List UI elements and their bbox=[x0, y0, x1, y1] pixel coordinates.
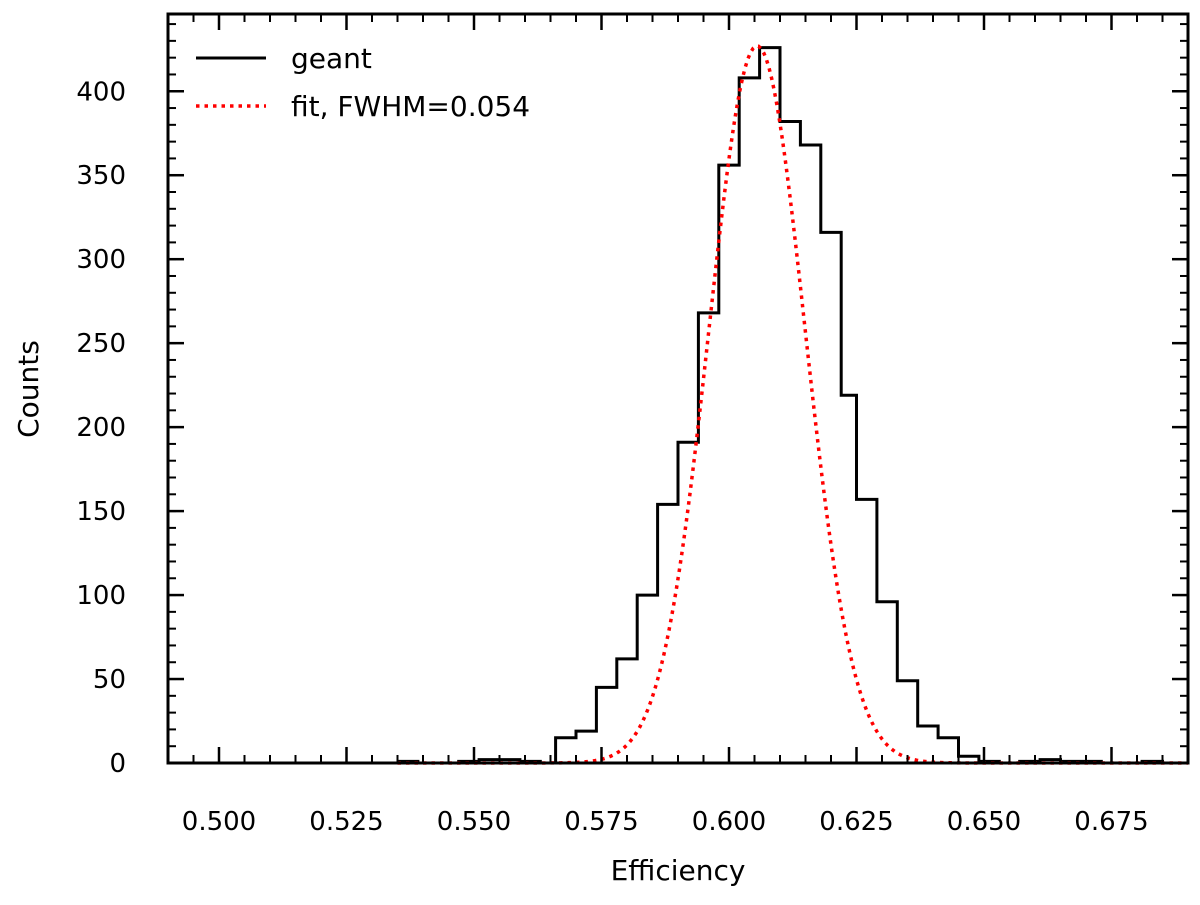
x-axis-label: Efficiency bbox=[611, 854, 746, 887]
x-tick-label: 0.575 bbox=[564, 807, 638, 837]
x-tick-label: 0.650 bbox=[947, 807, 1021, 837]
x-tick-label: 0.500 bbox=[182, 807, 256, 837]
histogram-steps-geant bbox=[397, 46, 1188, 765]
x-tick-label: 0.525 bbox=[309, 807, 383, 837]
legend: geant fit, FWHM=0.054 bbox=[196, 42, 530, 123]
y-tick-label: 350 bbox=[76, 161, 126, 191]
y-tick-label: 250 bbox=[76, 329, 126, 359]
legend-label-geant: geant bbox=[291, 42, 372, 75]
x-tick-label: 0.600 bbox=[692, 807, 766, 837]
y-tick-label: 100 bbox=[76, 581, 126, 611]
fit-curve bbox=[397, 44, 1188, 765]
plot-frame bbox=[166, 12, 1190, 765]
y-axis-label: Counts bbox=[12, 340, 45, 438]
y-tick-label: 150 bbox=[76, 497, 126, 527]
x-tick-label: 0.550 bbox=[437, 807, 511, 837]
y-tick-label: 400 bbox=[76, 77, 126, 107]
x-tick-label: 0.675 bbox=[1074, 807, 1148, 837]
y-tick-label: 300 bbox=[76, 245, 126, 275]
y-tick-label: 0 bbox=[109, 749, 126, 779]
y-tick-label: 50 bbox=[93, 665, 126, 695]
y-tick-label: 200 bbox=[76, 413, 126, 443]
x-tick-label: 0.625 bbox=[819, 807, 893, 837]
legend-label-fit: fit, FWHM=0.054 bbox=[291, 90, 530, 123]
